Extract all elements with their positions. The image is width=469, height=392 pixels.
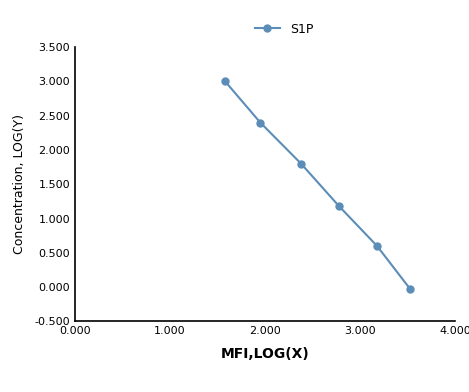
- S1P: [408, 287, 413, 292]
- S1P: [222, 79, 228, 84]
- S1P: [336, 204, 342, 209]
- Y-axis label: Concentration, LOG(Y): Concentration, LOG(Y): [13, 114, 26, 254]
- Legend: S1P: S1P: [250, 18, 318, 41]
- Line: S1P: S1P: [222, 78, 414, 293]
- S1P: [374, 243, 380, 249]
- X-axis label: MFI,LOG(X): MFI,LOG(X): [220, 347, 310, 361]
- S1P: [257, 120, 263, 125]
- S1P: [298, 162, 304, 166]
